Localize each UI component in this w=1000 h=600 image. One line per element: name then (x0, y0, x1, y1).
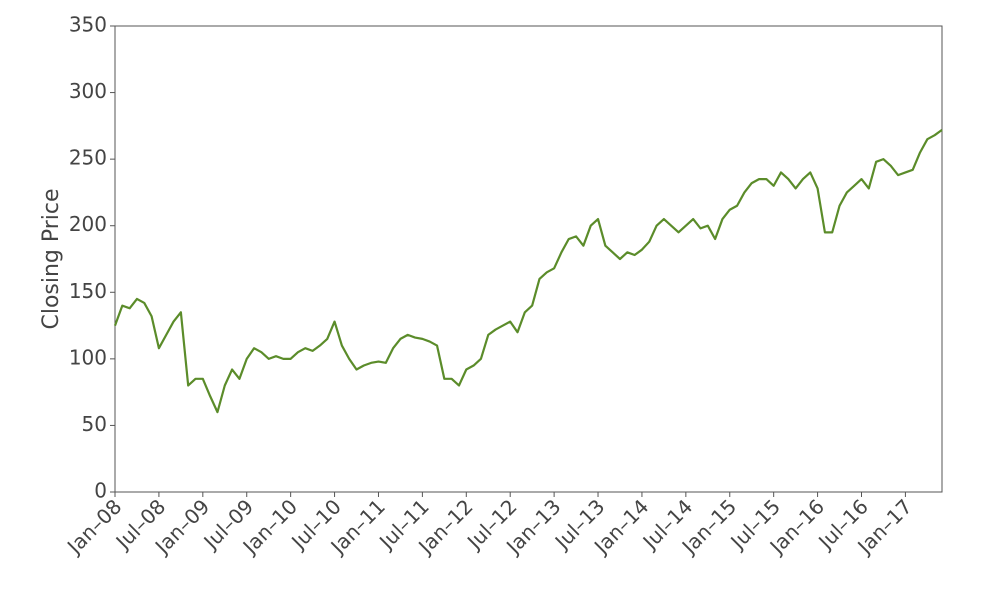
y-tick-label: 50 (82, 412, 107, 436)
y-tick-label: 150 (69, 279, 107, 303)
x-tick-label: Jan–08 (61, 494, 126, 559)
y-tick-label: 200 (69, 212, 107, 236)
y-tick-label: 100 (69, 345, 107, 369)
price-line (113, 128, 943, 414)
y-tick-label: 250 (69, 146, 107, 170)
y-tick-label: 350 (69, 13, 107, 37)
plot-frame (114, 25, 943, 493)
y-axis-label: Closing Price (39, 188, 64, 329)
y-tick-label: 300 (69, 79, 107, 103)
y-tick-label: 0 (94, 479, 107, 503)
